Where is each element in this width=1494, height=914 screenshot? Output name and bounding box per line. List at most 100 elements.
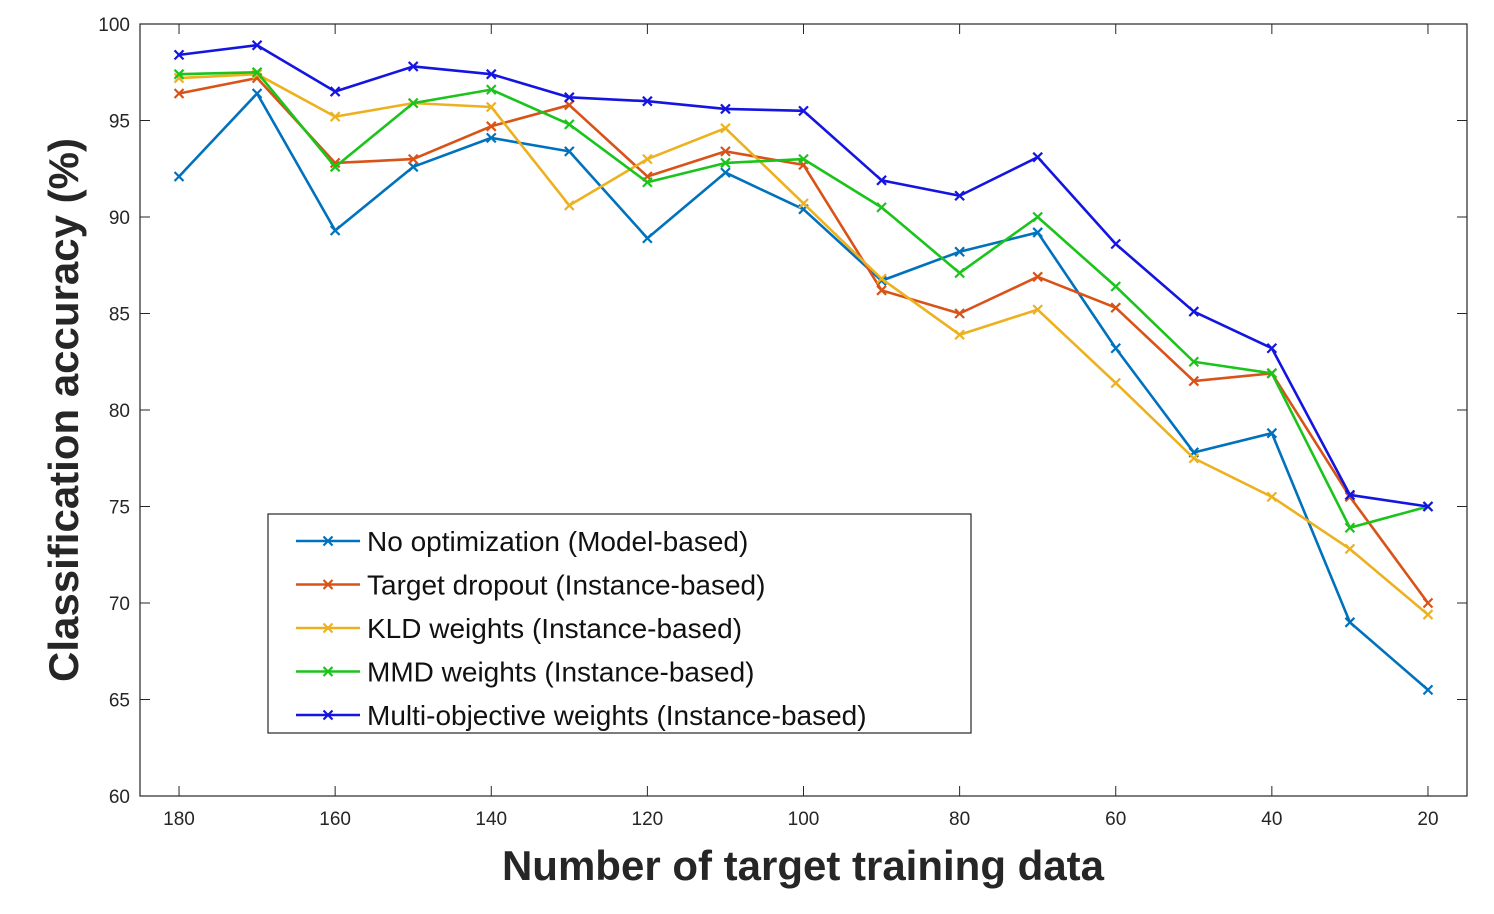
data-point [642,95,653,107]
data-point [1266,368,1278,379]
data-point [1188,375,1200,387]
data-point [1032,211,1043,223]
data-point [798,198,809,209]
legend: No optimization (Model-based) Target drop… [267,513,972,734]
x-tick-label: 120 [632,809,664,830]
x-tick-label: 40 [1261,809,1282,830]
data-point [798,105,809,117]
data-point [642,153,653,165]
legend-swatch-marker [322,709,334,721]
data-point [954,190,965,202]
legend-entry: Multi-objective weights (Instance-based) [296,700,867,731]
data-point [954,308,965,319]
data-point [1344,491,1356,503]
data-point [251,39,263,51]
legend-label: KLD weights (Instance-based) [367,613,742,644]
series-1 [173,88,1434,696]
data-point [485,68,497,80]
y-tick-label: 100 [98,15,130,36]
data-point [720,146,731,157]
legend-swatch-marker [322,622,334,634]
data-point [1344,522,1356,534]
data-point [485,132,497,144]
data-point [407,153,419,165]
data-point [329,161,341,173]
data-point [876,175,887,186]
x-axis-title: Number of target training data [502,842,1105,889]
data-point [1032,151,1043,163]
x-tick-label: 20 [1417,809,1438,830]
y-tick-label: 60 [109,787,130,808]
data-point [1344,489,1356,501]
data-point [1032,227,1043,238]
data-point [1266,491,1278,503]
series-3 [173,68,1434,620]
legend-entry: Target dropout (Instance-based) [296,570,765,601]
y-axis-title: Classification accuracy (%) [40,138,87,682]
data-point [1422,597,1434,609]
legend-entry: MMD weights (Instance-based) [296,657,754,688]
data-point [1422,684,1434,696]
data-point [251,66,263,78]
data-point [1266,427,1278,439]
data-point [720,122,731,134]
y-tick-label: 85 [109,305,130,326]
legend-entry: No optimization (Model-based) [296,526,748,557]
legend-box [267,513,972,734]
data-point [1344,543,1356,555]
data-point [720,167,731,178]
data-point [876,202,887,213]
data-point [173,49,185,61]
legend-label: Target dropout (Instance-based) [367,570,765,601]
data-point [1110,281,1122,292]
data-point [1188,306,1200,317]
data-point [876,273,887,285]
data-point [1032,304,1043,315]
tick-labels: 180 160 140 120 100 80 60 40 20 60 65 70 75 80 85 90 95 1… [98,15,1438,830]
data-point [407,161,419,173]
x-tick-label: 60 [1105,809,1126,830]
legend-label: No optimization (Model-based) [367,526,748,557]
y-tick-label: 70 [109,594,130,615]
legend-swatch-marker [322,579,334,590]
data-point [720,157,731,169]
data-point [1422,609,1434,620]
data-point [564,146,575,157]
legend-label: Multi-objective weights (Instance-based) [367,700,867,731]
data-point [1422,501,1434,512]
data-point [564,119,575,130]
x-tick-label: 160 [319,809,351,830]
y-tick-label: 65 [109,691,130,712]
data-point [564,200,575,211]
x-tick-label: 180 [163,809,195,830]
data-point [1188,452,1200,464]
data-point [1032,271,1043,283]
data-point [485,121,497,132]
y-tick-label: 75 [109,498,130,519]
x-tick-label: 140 [475,809,507,830]
data-point [251,88,263,99]
data-point [1110,342,1122,354]
plot-frame [139,23,1468,797]
series-5 [173,39,1434,512]
data-point [642,176,653,188]
data-point [1188,356,1200,368]
y-tick-label: 95 [109,112,130,133]
legend-entry: KLD weights (Instance-based) [296,613,742,644]
data-point [642,232,653,244]
data-point [173,88,185,99]
data-point [407,61,419,72]
data-point [1110,377,1122,389]
data-point [798,153,809,165]
data-point [954,267,965,279]
legend-label: MMD weights (Instance-based) [367,657,754,688]
data-point [329,86,341,97]
series-layer [173,39,1434,696]
data-point [876,285,887,296]
data-point [485,101,497,113]
data-point [329,111,341,122]
data-point [720,103,731,115]
y-tick-label: 80 [109,401,130,422]
